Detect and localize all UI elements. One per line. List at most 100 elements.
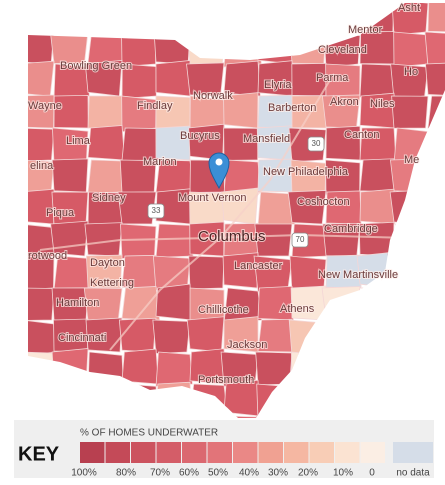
route-shield bbox=[307, 136, 325, 152]
county bbox=[221, 415, 259, 418]
county bbox=[155, 351, 193, 387]
county bbox=[51, 158, 89, 193]
route-number: 33 bbox=[152, 206, 161, 215]
city-label: Portsmouth bbox=[198, 374, 254, 386]
key-label: 30% bbox=[268, 468, 288, 479]
county bbox=[118, 317, 157, 353]
key-swatch bbox=[131, 442, 156, 463]
road bbox=[39, 233, 411, 251]
city-label: Dayton bbox=[90, 257, 125, 269]
label-layer: Asht Mentor Cleveland Bowling Green Ho Parma E… bbox=[27, 1, 421, 387]
city-label: Mentor bbox=[348, 24, 383, 36]
city-label: Lima bbox=[66, 135, 91, 147]
city-label: Cleveland bbox=[318, 44, 367, 56]
city-label: Marion bbox=[143, 156, 177, 168]
key-swatch bbox=[105, 442, 130, 463]
key-swatch bbox=[309, 442, 334, 463]
city-label: Bowling Green bbox=[60, 60, 132, 72]
location-pin[interactable] bbox=[208, 152, 230, 190]
key-label: 100% bbox=[71, 468, 97, 479]
city-label: Chillicothe bbox=[198, 304, 249, 316]
county bbox=[391, 95, 429, 129]
city-label: Sidney bbox=[92, 192, 126, 204]
city-label: Hamilton bbox=[56, 297, 99, 309]
city-label: Norwalk bbox=[193, 90, 233, 102]
city-label: Ho bbox=[404, 66, 418, 78]
key-swatch bbox=[207, 442, 232, 463]
key-swatch bbox=[233, 442, 258, 463]
key-label: 50% bbox=[208, 468, 228, 479]
route-shield bbox=[291, 232, 309, 248]
city-label: Canton bbox=[344, 129, 379, 141]
key-swatch bbox=[335, 442, 360, 463]
county bbox=[87, 95, 124, 129]
city-label: Mount Vernon bbox=[178, 192, 247, 204]
county bbox=[28, 287, 55, 321]
key-swatch bbox=[80, 442, 105, 463]
county bbox=[222, 252, 259, 289]
key-label: 80% bbox=[116, 468, 136, 479]
county bbox=[121, 127, 160, 161]
city-label: Columbus bbox=[198, 228, 266, 245]
city-label: Piqua bbox=[46, 207, 75, 219]
key-swatch-no-data bbox=[393, 442, 433, 463]
key-label: 20% bbox=[298, 468, 318, 479]
key-swatch bbox=[156, 442, 181, 463]
city-label: Lancaster bbox=[234, 260, 283, 272]
city-label: Cambridge bbox=[324, 223, 378, 235]
county bbox=[325, 254, 362, 289]
pin-body[interactable] bbox=[208, 152, 230, 190]
route-number: 30 bbox=[312, 139, 321, 148]
county bbox=[427, 3, 445, 33]
pin-dot bbox=[215, 158, 223, 166]
city-label: Mansfield bbox=[243, 133, 290, 145]
county bbox=[424, 31, 445, 67]
county bbox=[155, 59, 191, 97]
county bbox=[117, 191, 157, 225]
key-label: 0 bbox=[369, 468, 375, 479]
key-subtitle: % OF HOMES UNDERWATER bbox=[80, 428, 218, 439]
key-title: KEY bbox=[18, 443, 60, 465]
key-swatch bbox=[182, 442, 207, 463]
county bbox=[287, 190, 327, 225]
route-shield bbox=[147, 203, 165, 219]
county bbox=[359, 63, 397, 98]
city-label: rotwood bbox=[28, 250, 67, 262]
city-label: New Martinsville bbox=[318, 269, 398, 281]
city-label: Findlay bbox=[137, 100, 173, 112]
county bbox=[28, 223, 55, 260]
city-label: Athens bbox=[280, 303, 315, 315]
city-label: Barberton bbox=[268, 102, 316, 114]
county bbox=[188, 255, 225, 290]
city-label: Asht bbox=[398, 2, 420, 14]
county bbox=[121, 286, 161, 321]
county bbox=[87, 159, 126, 194]
city-label: Me bbox=[404, 154, 419, 166]
county bbox=[155, 125, 191, 161]
key-label: 70% bbox=[150, 468, 170, 479]
key-swatches: 100% 80% 70% 60% 50% 40% 30% 20% 10% 0 no data bbox=[71, 442, 433, 479]
county bbox=[87, 124, 126, 161]
county bbox=[85, 254, 123, 289]
county bbox=[121, 348, 159, 385]
county bbox=[425, 62, 445, 97]
county bbox=[152, 319, 191, 354]
county bbox=[186, 316, 225, 353]
key-label: no data bbox=[396, 468, 430, 479]
county bbox=[85, 317, 123, 353]
road bbox=[109, 79, 331, 351]
key-swatch bbox=[258, 442, 283, 463]
county bbox=[186, 62, 225, 97]
county bbox=[223, 127, 259, 161]
city-label: Wayne bbox=[28, 100, 62, 112]
county bbox=[120, 223, 157, 259]
city-label: elina bbox=[30, 160, 54, 172]
key-swatch bbox=[284, 442, 309, 463]
city-label: Bucyrus bbox=[180, 130, 220, 142]
city-label: Parma bbox=[316, 72, 349, 84]
city-label: Kettering bbox=[90, 277, 134, 289]
county bbox=[84, 222, 123, 257]
city-label: Elyria bbox=[264, 79, 292, 91]
